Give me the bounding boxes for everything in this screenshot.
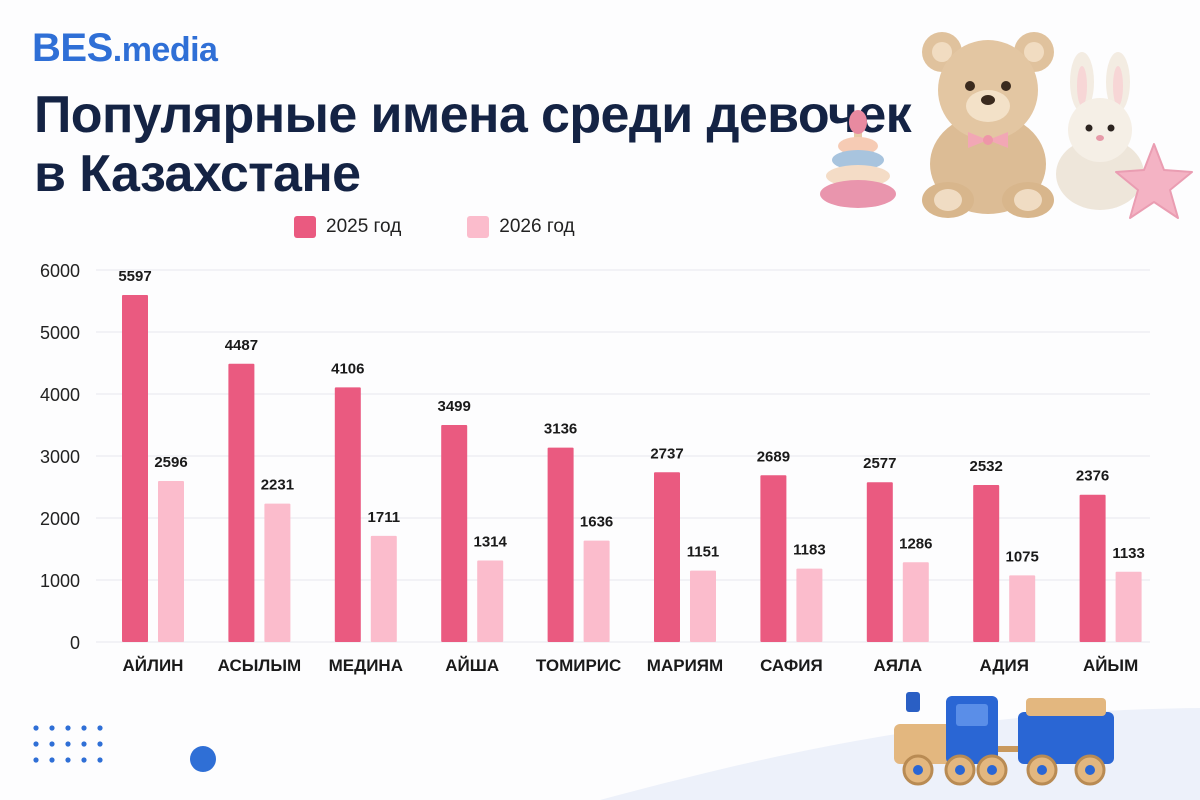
y-tick-label: 1000: [40, 571, 80, 591]
legend-label-2025: 2025 год: [326, 216, 402, 237]
bar-2026: [583, 540, 610, 642]
bar-2025: [441, 425, 468, 642]
blue-dot-decoration: [190, 746, 216, 772]
data-label: 5597: [118, 268, 151, 285]
data-label: 2596: [154, 454, 187, 471]
x-tick-label: АЙША: [445, 656, 499, 675]
x-tick-label: МАРИЯМ: [647, 656, 723, 675]
bar-2025: [866, 482, 893, 642]
page-title: Популярные имена среди девочек в Казахст…: [34, 86, 912, 204]
data-label: 1075: [1006, 548, 1039, 565]
x-tick-label: АДИЯ: [979, 656, 1028, 675]
bar-2026: [158, 481, 184, 642]
x-tick-label: САФИЯ: [760, 656, 823, 675]
bar-2026: [264, 503, 291, 642]
data-label: 1151: [687, 544, 720, 561]
data-label: 3499: [438, 398, 471, 415]
bar-2025: [760, 475, 787, 642]
y-tick-label: 4000: [40, 385, 80, 405]
data-label: 1636: [580, 514, 613, 531]
bar-2026: [902, 562, 929, 642]
legend-label-2026: 2026 год: [499, 216, 575, 237]
x-tick-label: ТОМИРИС: [536, 656, 621, 675]
bar-2026: [370, 535, 397, 642]
dot-grid-decoration: [33, 725, 103, 763]
data-label: 1711: [368, 509, 401, 526]
legend-swatch-2025: [294, 216, 316, 238]
data-label: 2737: [650, 445, 683, 462]
data-label: 2689: [757, 448, 790, 465]
toy-train-icon: [894, 692, 1114, 786]
x-tick-label: АСЫЛЫМ: [218, 656, 302, 675]
data-label: 1314: [474, 534, 508, 551]
bar-2026: [1009, 575, 1036, 642]
legend-item-2026: 2026 год: [467, 216, 575, 238]
data-label: 2376: [1076, 468, 1109, 485]
data-label: 4487: [225, 337, 258, 354]
bar-2025: [334, 387, 361, 642]
title-line2: в Казахстане: [34, 144, 361, 203]
logo-part2: .media: [112, 31, 218, 69]
bar-2025: [122, 294, 148, 642]
data-label: 1183: [793, 542, 826, 559]
bunny-icon: [1056, 52, 1144, 210]
y-tick-label: 2000: [40, 509, 80, 529]
x-tick-label: АЙЛИН: [123, 656, 184, 675]
y-tick-label: 5000: [40, 323, 80, 343]
bar-2025: [547, 447, 574, 642]
data-label: 2231: [261, 477, 294, 494]
legend-swatch-2026: [467, 216, 490, 238]
bar-2025: [1079, 494, 1106, 642]
bar-2026: [1115, 571, 1142, 642]
x-tick-label: АЯЛА: [873, 656, 922, 675]
data-label: 4106: [331, 360, 364, 377]
data-label: 2532: [970, 458, 1003, 475]
x-tick-label: АЙЫМ: [1083, 656, 1138, 675]
data-label: 1286: [899, 535, 932, 552]
logo-part1: BES: [32, 26, 113, 70]
data-label: 2577: [863, 455, 896, 472]
brand-logo: BES.media: [32, 26, 218, 71]
y-tick-label: 3000: [40, 447, 80, 467]
legend-item-2025: 2025 год: [294, 216, 401, 238]
y-tick-label: 6000: [40, 261, 80, 281]
bar-2025: [973, 485, 1000, 642]
ring-stacker-icon: [820, 110, 896, 208]
bar-2026: [796, 568, 823, 642]
bar-2025: [654, 472, 680, 642]
y-tick-label: 0: [70, 633, 80, 653]
bar-2026: [477, 560, 504, 642]
data-label: 1133: [1112, 545, 1145, 562]
chart-legend: 2025 год 2026 год: [294, 216, 575, 238]
x-tick-label: МЕДИНА: [329, 656, 403, 675]
data-label: 3136: [544, 421, 577, 438]
bar-2026: [690, 570, 716, 642]
title-line1: Популярные имена среди девочек: [34, 86, 912, 144]
star-toy-icon: [1115, 143, 1193, 219]
bar-2025: [228, 363, 255, 642]
teddy-bear-icon: [922, 32, 1054, 218]
